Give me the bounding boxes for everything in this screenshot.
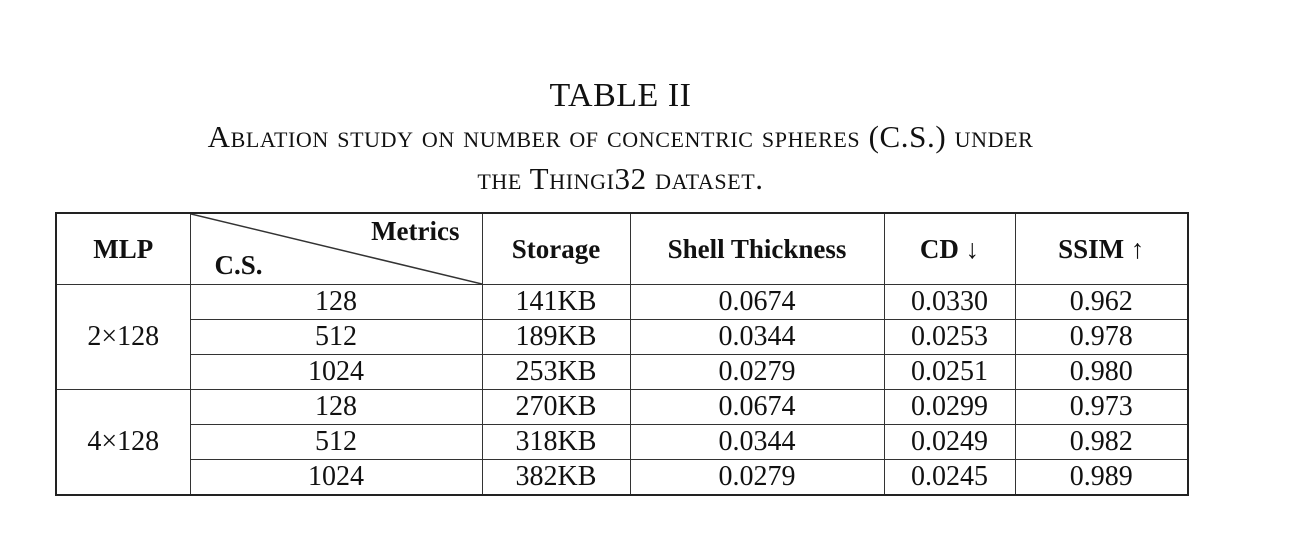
header-mlp: MLP (55, 212, 191, 285)
cd-cell: 0.0251 (883, 354, 1016, 390)
table-caption-line-1: Ablation study on number of concentric s… (207, 119, 1034, 154)
cd-cell: 0.0253 (883, 319, 1016, 355)
cd-cell: 0.0330 (883, 284, 1016, 320)
shell-cell: 0.0279 (629, 354, 885, 390)
ssim-cell: 0.980 (1014, 354, 1189, 390)
cs-cell: 512 (189, 424, 483, 460)
cs-cell: 128 (189, 284, 483, 320)
ssim-cell-best: 0.989 (1014, 459, 1189, 496)
storage-cell: 270KB (481, 389, 631, 425)
shell-cell: 0.0674 (629, 389, 885, 425)
table-row: 4×128 128 270KB 0.0674 0.0299 0.973 (55, 389, 1189, 496)
table-row: 1024 253KB 0.0279 0.0251 0.980 (56, 354, 1189, 390)
ablation-table: MLP Metrics C.S. Storage Shell Thickness… (55, 212, 1189, 496)
storage-cell: 382KB (481, 459, 631, 496)
shell-cell: 0.0674 (629, 284, 885, 320)
header-row: MLP Metrics C.S. Storage Shell Thickness… (55, 212, 1189, 285)
table-row: 512 189KB 0.0344 0.0253 0.978 (56, 319, 1189, 355)
header-storage: Storage (481, 212, 631, 285)
table-row: 2×128 128 141KB 0.0674 0.0330 0.962 (55, 284, 1189, 390)
header-shell-thickness: Shell Thickness (629, 212, 885, 285)
cd-cell: 0.0299 (883, 389, 1016, 425)
storage-cell: 318KB (481, 424, 631, 460)
shell-cell: 0.0279 (629, 459, 885, 496)
table-number: TABLE II (549, 77, 692, 114)
mlp-group-cell: 2×128 (55, 284, 191, 390)
cs-cell: 128 (189, 389, 483, 425)
cd-cell-best: 0.0245 (883, 459, 1016, 496)
cs-cell: 512 (189, 319, 483, 355)
ssim-cell: 0.978 (1014, 319, 1189, 355)
table-row: 512 318KB 0.0344 0.0249 0.982 (56, 424, 1189, 460)
header-cd: CD ↓ (883, 212, 1016, 285)
ssim-cell: 0.973 (1014, 389, 1189, 425)
header-diagonal-cell: Metrics C.S. (189, 212, 483, 285)
storage-cell: 189KB (481, 319, 631, 355)
ssim-cell: 0.982 (1014, 424, 1189, 460)
table-caption-line-2: the Thingi32 dataset. (477, 161, 764, 196)
ssim-cell: 0.962 (1014, 284, 1189, 320)
table-row: 1024 382KB 0.0279 0.0245 0.989 (56, 459, 1189, 496)
shell-cell: 0.0344 (629, 319, 885, 355)
cd-cell: 0.0249 (883, 424, 1016, 460)
storage-cell: 141KB (481, 284, 631, 320)
storage-cell: 253KB (481, 354, 631, 390)
header-metrics: Metrics (371, 216, 460, 246)
cs-cell: 1024 (189, 354, 483, 390)
header-ssim: SSIM ↑ (1014, 212, 1189, 285)
mlp-group-cell: 4×128 (55, 389, 191, 496)
cs-cell: 1024 (189, 459, 483, 496)
header-cs: C.S. (214, 250, 263, 280)
shell-cell: 0.0344 (629, 424, 885, 460)
diagonal-divider (190, 214, 482, 284)
